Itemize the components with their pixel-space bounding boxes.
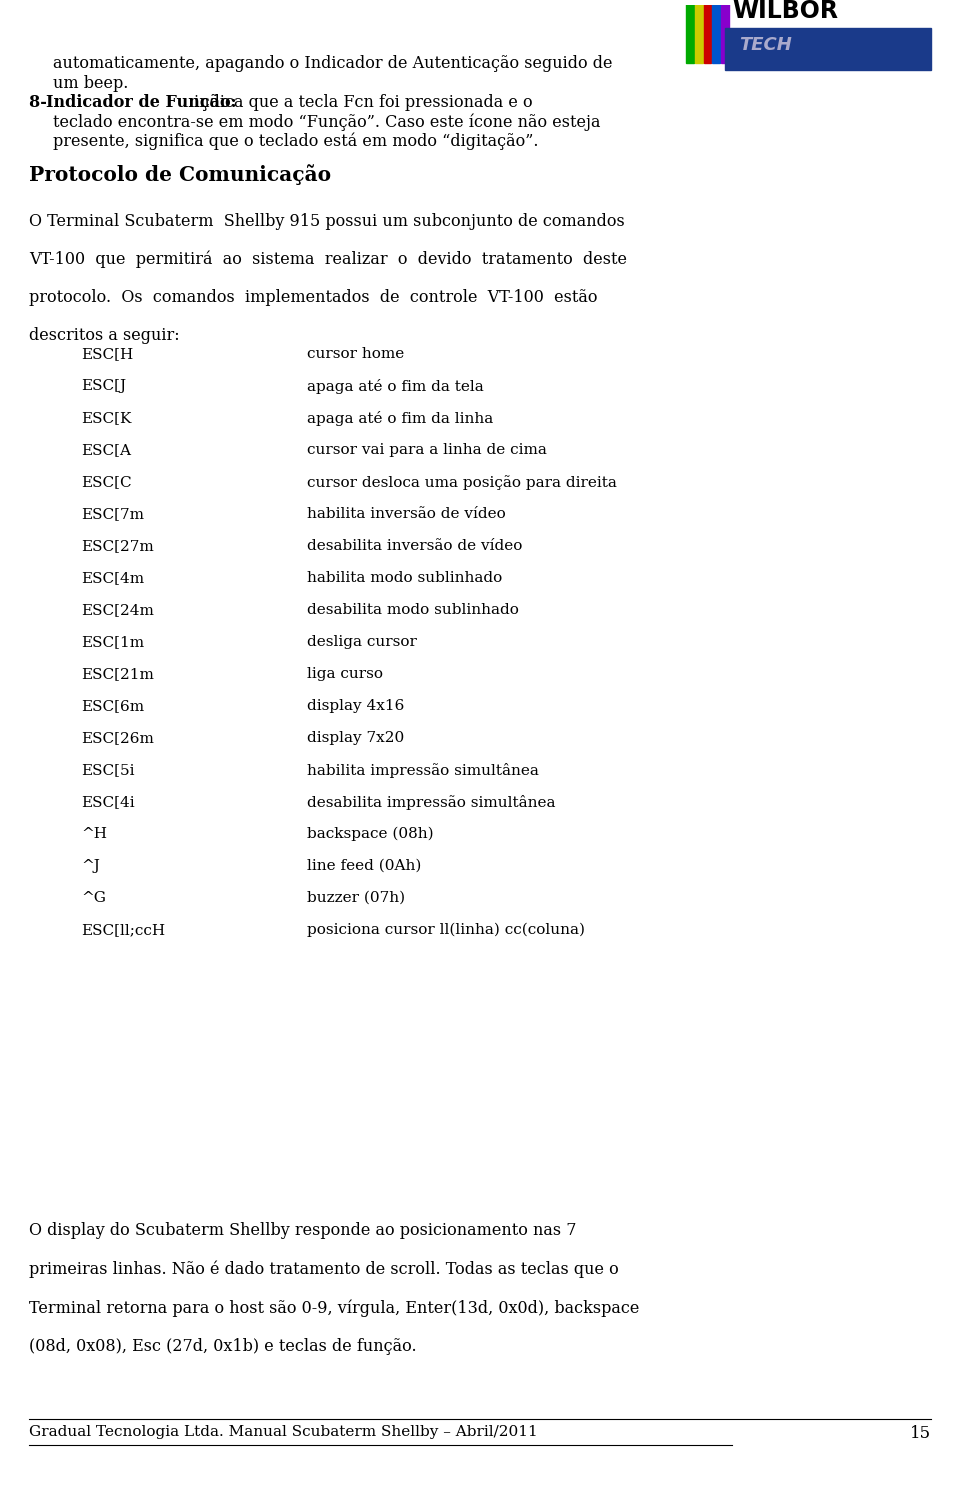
Text: line feed (0Ah): line feed (0Ah) <box>307 858 421 873</box>
Bar <box>721 0 729 63</box>
Text: habilita modo sublinhado: habilita modo sublinhado <box>307 570 502 585</box>
Text: buzzer (07h): buzzer (07h) <box>307 891 405 905</box>
Text: ESC[H: ESC[H <box>82 346 133 361</box>
Text: ESC[27m: ESC[27m <box>82 539 155 552</box>
Text: ESC[ll;ccH: ESC[ll;ccH <box>82 923 166 938</box>
Text: O display do Scubaterm Shellby responde ao posicionamento nas 7: O display do Scubaterm Shellby responde … <box>29 1223 576 1239</box>
Text: presente, significa que o teclado está em modo “digitação”.: presente, significa que o teclado está e… <box>53 133 539 151</box>
Text: cursor home: cursor home <box>307 346 404 361</box>
Text: backspace (08h): backspace (08h) <box>307 827 434 842</box>
Text: automaticamente, apagando o Indicador de Autenticação seguido de: automaticamente, apagando o Indicador de… <box>53 55 612 72</box>
Text: desabilita modo sublinhado: desabilita modo sublinhado <box>307 603 519 617</box>
Text: Indicador de Função:: Indicador de Função: <box>46 94 237 110</box>
Bar <box>725 28 931 70</box>
Text: ESC[7m: ESC[7m <box>82 508 145 521</box>
Bar <box>704 0 711 63</box>
Bar <box>686 0 694 63</box>
Text: desabilita inversão de vídeo: desabilita inversão de vídeo <box>307 539 522 552</box>
Text: cursor vai para a linha de cima: cursor vai para a linha de cima <box>307 443 547 457</box>
Text: (08d, 0x08), Esc (27d, 0x1b) e teclas de função.: (08d, 0x08), Esc (27d, 0x1b) e teclas de… <box>29 1338 417 1356</box>
Text: VT-100  que  permitirá  ao  sistema  realizar  o  devido  tratamento  deste: VT-100 que permitirá ao sistema realizar… <box>29 251 627 269</box>
Text: indica que a tecla Fcn foi pressionada e o: indica que a tecla Fcn foi pressionada e… <box>189 94 533 110</box>
Text: ESC[4m: ESC[4m <box>82 570 145 585</box>
Text: apaga até o fim da tela: apaga até o fim da tela <box>307 379 484 394</box>
Text: ESC[24m: ESC[24m <box>82 603 155 617</box>
Text: WILBOR: WILBOR <box>732 0 838 22</box>
Text: ESC[A: ESC[A <box>82 443 132 457</box>
Text: Protocolo de Comunicação: Protocolo de Comunicação <box>29 164 331 185</box>
Bar <box>712 0 720 63</box>
Text: display 4x16: display 4x16 <box>307 699 404 714</box>
Text: habilita impressão simultânea: habilita impressão simultânea <box>307 763 540 778</box>
Bar <box>695 0 703 63</box>
Text: Terminal retorna para o host são 0-9, vírgula, Enter(13d, 0x0d), backspace: Terminal retorna para o host são 0-9, ví… <box>29 1299 639 1317</box>
Text: ESC[4i: ESC[4i <box>82 794 135 809</box>
Text: cursor desloca uma posição para direita: cursor desloca uma posição para direita <box>307 475 617 490</box>
Text: ESC[5i: ESC[5i <box>82 763 135 776</box>
Text: ESC[21m: ESC[21m <box>82 667 155 681</box>
Text: posiciona cursor ll(linha) cc(coluna): posiciona cursor ll(linha) cc(coluna) <box>307 923 586 938</box>
Text: teclado encontra-se em modo “Função”. Caso este ícone não esteja: teclado encontra-se em modo “Função”. Ca… <box>53 113 600 131</box>
Text: ESC[C: ESC[C <box>82 475 132 488</box>
Text: ESC[26m: ESC[26m <box>82 732 155 745</box>
Text: 8-: 8- <box>29 94 52 110</box>
Text: habilita inversão de vídeo: habilita inversão de vídeo <box>307 508 506 521</box>
Text: desabilita impressão simultânea: desabilita impressão simultânea <box>307 794 556 809</box>
Text: 15: 15 <box>910 1424 931 1442</box>
Text: ^G: ^G <box>82 891 107 905</box>
Text: O Terminal Scubaterm  Shellby 915 possui um subconjunto de comandos: O Terminal Scubaterm Shellby 915 possui … <box>29 213 625 230</box>
Text: liga curso: liga curso <box>307 667 383 681</box>
Text: ESC[6m: ESC[6m <box>82 699 145 714</box>
Text: ^J: ^J <box>82 858 101 873</box>
Text: protocolo.  Os  comandos  implementados  de  controle  VT-100  estão: protocolo. Os comandos implementados de … <box>29 288 597 306</box>
Text: ^H: ^H <box>82 827 108 841</box>
Text: primeiras linhas. Não é dado tratamento de scroll. Todas as teclas que o: primeiras linhas. Não é dado tratamento … <box>29 1260 618 1278</box>
Text: display 7x20: display 7x20 <box>307 732 404 745</box>
Text: desliga cursor: desliga cursor <box>307 635 417 649</box>
Text: TECH: TECH <box>739 36 792 54</box>
Text: ESC[1m: ESC[1m <box>82 635 145 649</box>
Text: Gradual Tecnologia Ltda. Manual Scubaterm Shellby – Abril/2011: Gradual Tecnologia Ltda. Manual Scubater… <box>29 1424 538 1439</box>
Text: ESC[K: ESC[K <box>82 411 132 426</box>
Text: apaga até o fim da linha: apaga até o fim da linha <box>307 411 493 426</box>
Text: um beep.: um beep. <box>53 75 129 91</box>
Text: descritos a seguir:: descritos a seguir: <box>29 327 180 343</box>
Text: ESC[J: ESC[J <box>82 379 127 393</box>
